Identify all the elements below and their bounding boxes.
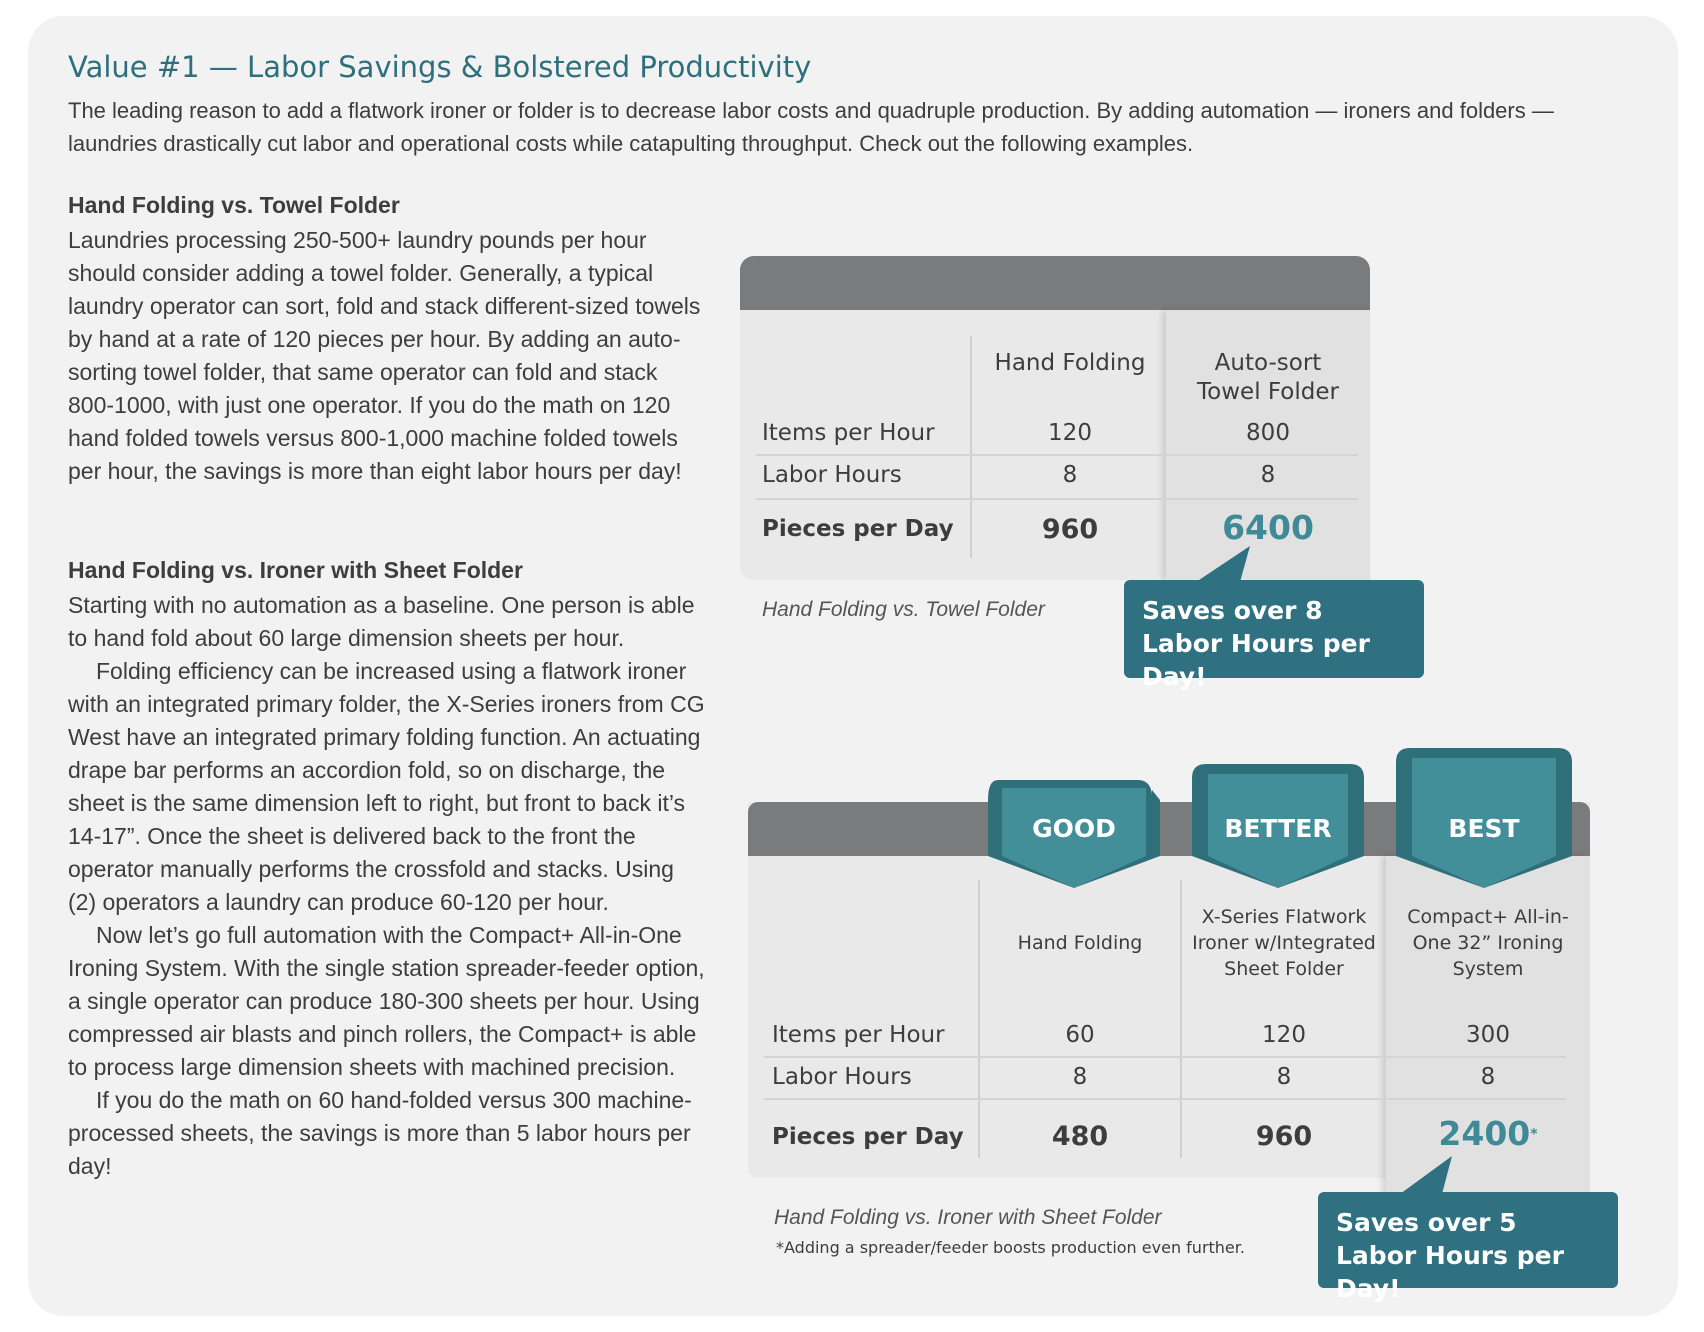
section-title-towel-folder: Hand Folding vs. Towel Folder [68, 192, 400, 218]
section-title-sheet-folder: Hand Folding vs. Ironer with Sheet Folde… [68, 557, 523, 583]
table-caption: Hand Folding vs. Towel Folder [762, 598, 1045, 621]
table-cell: 480 [1051, 1121, 1109, 1152]
paragraph: Folding efficiency can be increased usin… [68, 658, 705, 915]
badge-shape [1192, 764, 1364, 888]
section-body-towel-folder: Laundries processing 250-500+ laundry po… [68, 224, 708, 488]
column-header: X-Series Flatwork Ironer w/Integrated Sh… [1192, 906, 1376, 980]
callout-tail [1400, 1156, 1452, 1194]
paragraph: If you do the math on 60 hand-folded ver… [68, 1087, 692, 1179]
table-cell: 800 [1246, 420, 1290, 446]
table-cell: 8 [1276, 1064, 1292, 1090]
table-cell: 8 [1260, 462, 1276, 488]
table-cell: 8 [1062, 462, 1078, 488]
badge-label: GOOD [1032, 814, 1116, 843]
intro-paragraph: The leading reason to add a flatwork iro… [68, 98, 1554, 156]
badge-shape [988, 780, 1160, 888]
table-cell: 8 [1072, 1064, 1088, 1090]
table-cell: 60 [1065, 1022, 1095, 1048]
badge-label: BEST [1448, 814, 1520, 843]
table-cell-highlight: 2400* [1386, 1114, 1590, 1153]
row-label: Pieces per Day [762, 516, 954, 542]
highlight-column [1166, 310, 1370, 580]
highlight-value: 2400 [1438, 1114, 1531, 1153]
table-cell: 960 [1041, 514, 1099, 545]
row-label: Labor Hours [772, 1064, 912, 1090]
table-cell: 960 [1255, 1121, 1313, 1152]
table-header-bar [740, 256, 1370, 310]
paragraph: Starting with no automation as a baselin… [68, 592, 695, 651]
row-label: Items per Hour [772, 1022, 945, 1048]
row-divider [764, 1056, 1566, 1058]
column-header: Auto-sort Towel Folder [1197, 350, 1339, 405]
column-divider [1180, 880, 1182, 1158]
badge-best: BEST [1396, 748, 1572, 888]
table-cell-highlight: 6400 [1222, 508, 1314, 547]
footnote: *Adding a spreader/feeder boosts product… [776, 1238, 1245, 1257]
table-caption: Hand Folding vs. Ironer with Sheet Folde… [774, 1206, 1162, 1229]
table-cell: 120 [1048, 420, 1092, 446]
column-divider [970, 336, 972, 558]
callout-tail [1196, 546, 1250, 582]
row-label: Pieces per Day [772, 1124, 964, 1150]
badge-shape [1396, 748, 1572, 888]
paragraph: Laundries processing 250-500+ laundry po… [68, 227, 701, 484]
badge-good: GOOD [988, 780, 1160, 888]
highlight-column [1386, 856, 1590, 1196]
row-divider [756, 498, 1358, 500]
row-divider [764, 1098, 1566, 1100]
page-title: Value #1 — Labor Savings & Bolstered Pro… [68, 50, 812, 84]
badge-better: BETTER [1192, 764, 1364, 888]
paragraph: Now let’s go full automation with the Co… [68, 922, 705, 1080]
asterisk: * [1530, 1126, 1538, 1143]
row-divider [756, 454, 1358, 456]
row-label: Items per Hour [762, 420, 935, 446]
column-header: Hand Folding [1017, 932, 1143, 954]
column-divider [978, 880, 980, 1158]
badge-label: BETTER [1224, 814, 1332, 843]
row-label: Labor Hours [762, 462, 902, 488]
column-header: Hand Folding [994, 350, 1146, 376]
column-header: Compact+ All-in-One 32” Ironing System [1407, 906, 1569, 980]
savings-callout: Saves over 8 Labor Hours per Day! [1124, 580, 1424, 691]
table-cell: 8 [1480, 1064, 1496, 1090]
savings-callout: Saves over 5 Labor Hours per Day! [1318, 1192, 1618, 1303]
table-cell: 300 [1466, 1022, 1510, 1048]
section-body-sheet-folder: Starting with no automation as a baselin… [68, 589, 708, 1183]
table-cell: 120 [1262, 1022, 1306, 1048]
